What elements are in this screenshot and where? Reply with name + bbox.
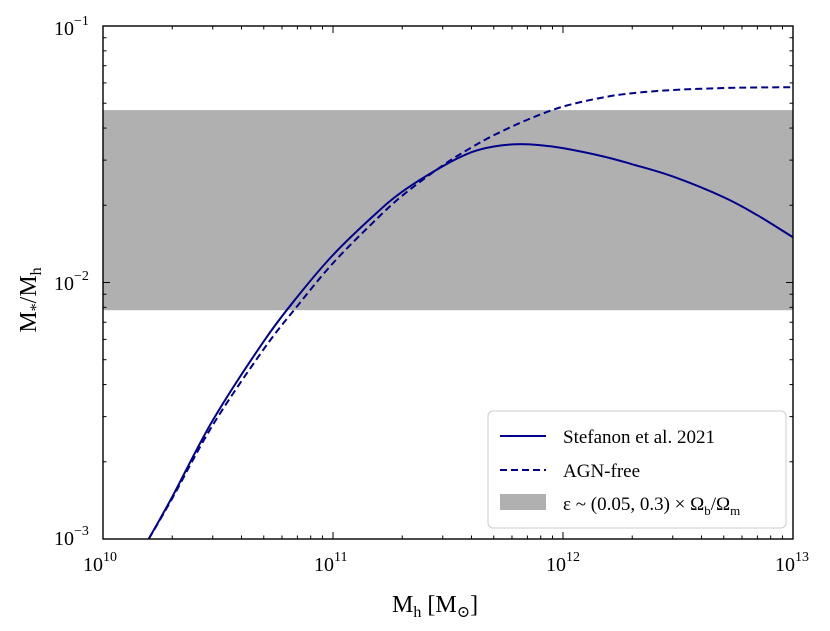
legend-label-stefanon: Stefanon et al. 2021: [563, 427, 715, 448]
agn-free-line: [147, 86, 794, 540]
x-axis-title: Mh [M⊙]: [392, 592, 478, 621]
y-tick-label: 10−1: [54, 14, 89, 40]
x-tick-label: 1013: [775, 550, 809, 576]
y-tick-label: 10−3: [54, 524, 89, 550]
legend-label-band: ε ~ (0.05, 0.3) × Ωb/Ωm: [563, 494, 740, 518]
legend-label-agn-free: AGN-free: [563, 461, 640, 482]
x-tick-label: 1011: [314, 550, 347, 576]
y-tick-label: 10−2: [54, 269, 89, 295]
y-tick-labels: 10−1 10−2 10−3: [54, 14, 89, 550]
efficiency-band: [103, 110, 793, 311]
x-tick-labels: 1010 1011 1012 1013: [83, 550, 809, 576]
x-tick-label: 1012: [546, 550, 580, 576]
legend-band-swatch: [500, 494, 546, 510]
legend: Stefanon et al. 2021 AGN-free ε ~ (0.05,…: [487, 410, 787, 529]
x-tick-label: 1010: [83, 550, 117, 576]
tick-marks: [102, 25, 794, 540]
legend-box: [487, 410, 787, 529]
stefanon-2021-line: [147, 143, 794, 540]
y-axis-title: M*/Mh: [16, 267, 45, 332]
